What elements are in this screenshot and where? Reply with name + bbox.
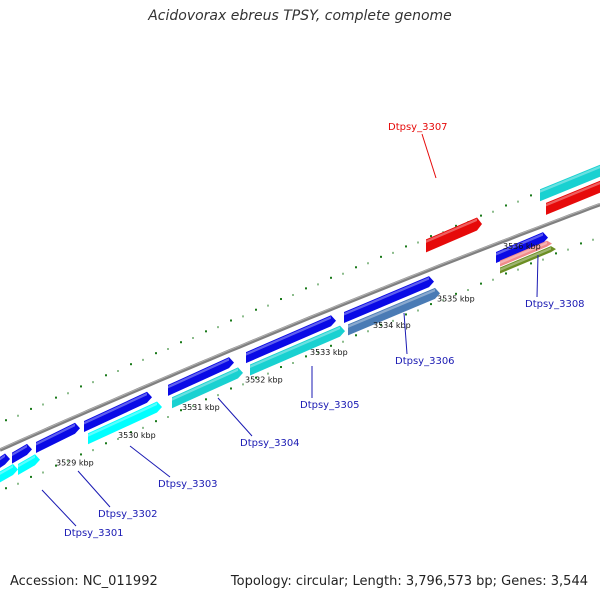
gene-steel-3306-gloss xyxy=(348,288,435,328)
gene-cyan-0[interactable] xyxy=(0,464,18,485)
gene-cyan-0-gloss xyxy=(0,465,13,475)
gene-cyan-3[interactable] xyxy=(172,367,243,409)
gene-cyan-3-gloss xyxy=(172,368,238,401)
gene-blue-1-gloss xyxy=(12,444,27,457)
genome-stats: Topology: circular; Length: 3,796,573 bp… xyxy=(230,574,588,589)
scale-tick-label: 3535 kbp xyxy=(437,295,475,304)
gene-cyan-4[interactable] xyxy=(250,325,345,376)
gene-label-leader xyxy=(217,397,253,437)
gene-blue-3-gloss xyxy=(84,392,147,425)
scale-tick-label: 3534 kbp xyxy=(373,321,411,330)
gene-olive-3308[interactable] xyxy=(500,246,556,274)
gene-label[interactable]: Dtpsy_3307 xyxy=(388,122,448,133)
gene-blue-4[interactable] xyxy=(168,357,234,396)
gene-label[interactable]: Dtpsy_3305 xyxy=(300,400,360,411)
gene-pink-3308[interactable] xyxy=(500,240,552,267)
gene-label[interactable]: Dtpsy_3303 xyxy=(158,479,218,490)
gene-blue-6-gloss xyxy=(344,277,429,316)
gene-blue-0[interactable] xyxy=(0,453,10,472)
gene-cyan-2[interactable] xyxy=(88,401,162,445)
scale-tick-label: 3529 kbp xyxy=(56,459,94,468)
accession-label: Accession: NC_011992 xyxy=(10,574,158,589)
genome-backbone xyxy=(0,202,600,452)
scale-tick-label: 3530 kbp xyxy=(118,431,156,440)
scale-tick-label: 3532 kbp xyxy=(245,376,283,385)
gene-label-leader xyxy=(129,445,171,478)
gene-label[interactable]: Dtpsy_3308 xyxy=(525,299,585,310)
gene-label-leader xyxy=(421,133,437,179)
gene-label-leader xyxy=(403,312,408,355)
gene-blue-5[interactable] xyxy=(246,315,336,364)
gene-red-outer[interactable] xyxy=(546,180,600,215)
scale-tick-label: 3533 kbp xyxy=(310,348,348,357)
gene-label-leader xyxy=(77,470,111,508)
gene-blue-2[interactable] xyxy=(36,422,80,454)
gene-label[interactable]: Dtpsy_3306 xyxy=(395,356,455,367)
gene-red-3307[interactable] xyxy=(426,217,482,253)
gene-olive-3308-gloss xyxy=(500,247,551,271)
gene-label-leader xyxy=(41,489,77,527)
scale-tick-label: 3531 kbp xyxy=(182,403,220,412)
gene-cyan-4-gloss xyxy=(250,326,340,368)
gene-pink-3308-gloss xyxy=(500,241,547,264)
gene-cyan-2-gloss xyxy=(88,402,157,437)
gene-blue-4-gloss xyxy=(168,358,229,389)
gene-blue-2-gloss xyxy=(36,423,75,446)
genome-backbone-highlight xyxy=(0,203,600,450)
scale-tick-label: 3536 kbp xyxy=(503,242,541,251)
gene-blue-0-gloss xyxy=(0,454,5,461)
gene-red-3307-gloss xyxy=(426,218,477,243)
gene-label[interactable]: Dtpsy_3301 xyxy=(64,528,124,539)
gene-blue-1[interactable] xyxy=(12,443,32,464)
gene-blue-6[interactable] xyxy=(344,276,434,324)
gene-blue-5-gloss xyxy=(246,316,331,356)
gene-label[interactable]: Dtpsy_3302 xyxy=(98,509,158,520)
gene-label-leader xyxy=(536,254,539,298)
gene-cyan-1-gloss xyxy=(18,455,35,468)
gene-red-outer-gloss xyxy=(546,181,600,207)
map-title: Acidovorax ebreus TPSY, complete genome xyxy=(148,8,452,24)
gene-cyan-1[interactable] xyxy=(18,454,40,476)
gene-label[interactable]: Dtpsy_3304 xyxy=(240,438,300,449)
gene-blue-7[interactable] xyxy=(496,232,548,264)
gene-cyan-outer[interactable] xyxy=(540,164,600,202)
gene-cyan-outer-gloss xyxy=(540,165,600,193)
gene-blue-7-gloss xyxy=(496,233,543,256)
gene-steel-3306[interactable] xyxy=(348,287,440,336)
gene-blue-3[interactable] xyxy=(84,391,152,433)
